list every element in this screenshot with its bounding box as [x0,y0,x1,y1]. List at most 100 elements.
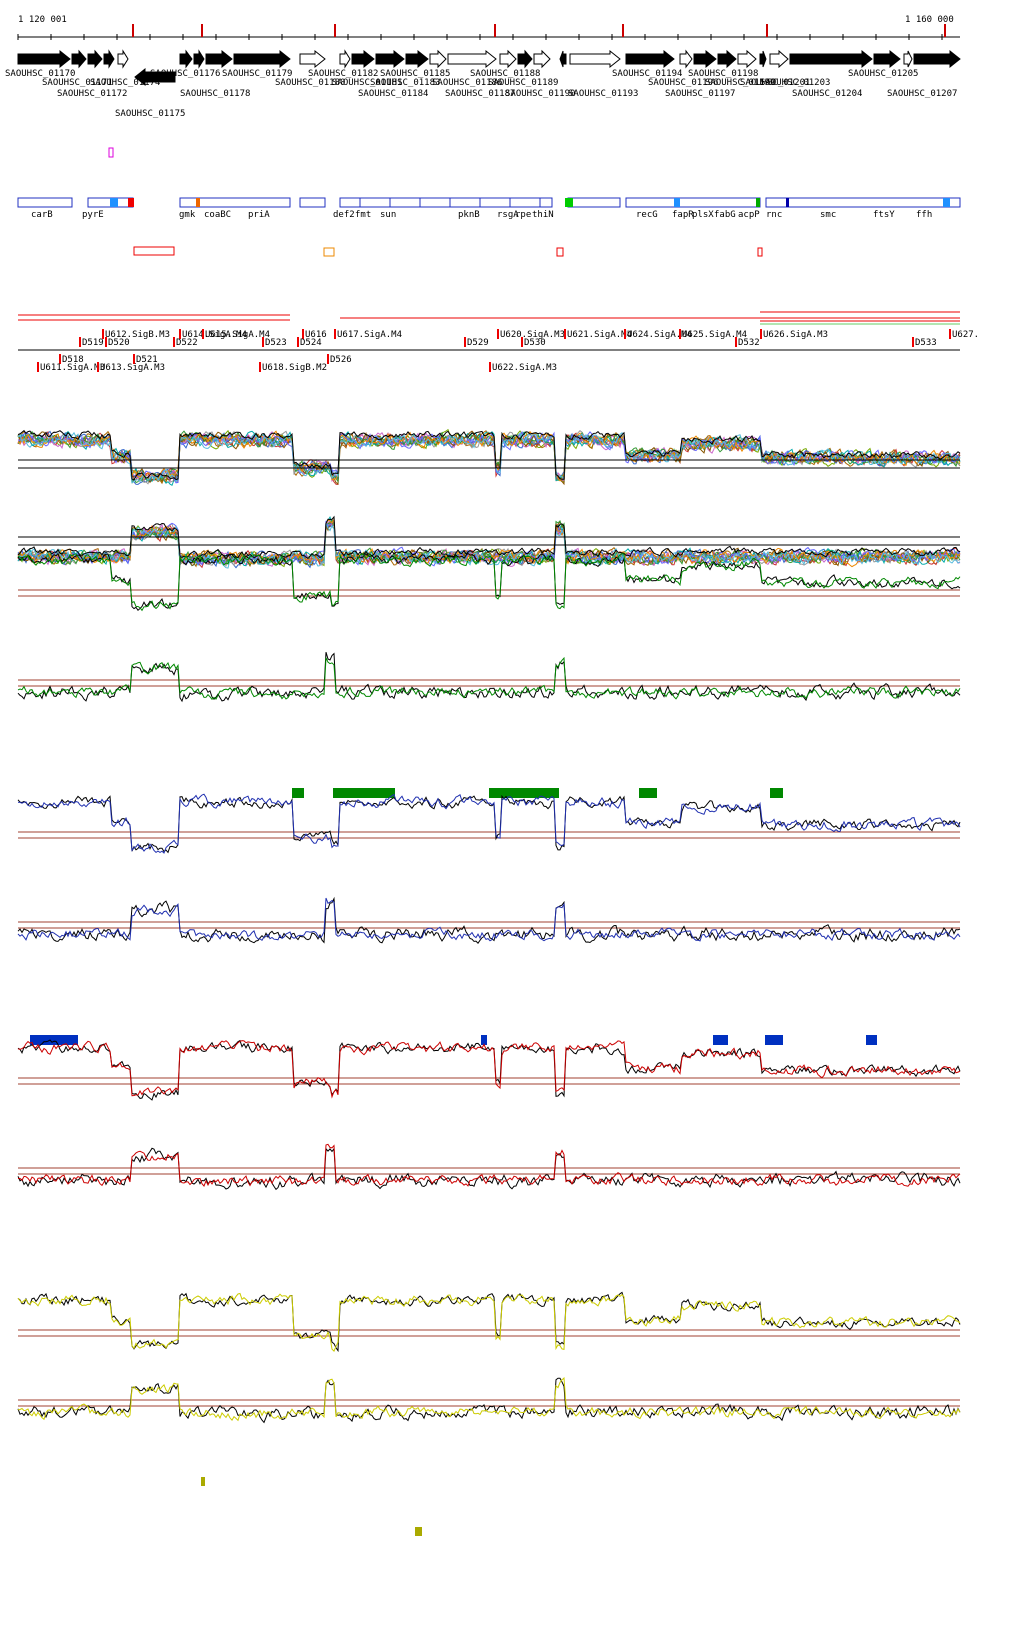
gene-box [299,197,326,208]
gene-arrow [17,49,71,69]
locus-label: SAOUHSC_01194 [612,69,682,79]
locus-label: SAOUHSC_01170 [5,69,75,79]
signal-trace [17,794,961,854]
feature-label: U625.SigA.M4 [682,330,747,340]
locus-label: SAOUHSC_01193 [568,89,638,99]
feature-label: U617.SigA.M4 [337,330,402,340]
peak-bar [770,788,783,798]
feature-tick [179,329,181,339]
signal-trace [17,656,961,701]
feature-tick [79,337,81,347]
feature-tick [202,329,204,339]
locus-label: SAOUHSC_01186 [432,78,502,88]
gene-name: fapR [672,210,694,220]
signal-trace [17,521,961,568]
peak-bar [481,1035,487,1045]
peak-bar [201,1477,205,1486]
signal-trace [17,1377,961,1424]
gene-name: pyrE [82,210,104,220]
feature-label: D530 [524,338,546,348]
gene-name: ftsY [873,210,895,220]
locus-label: SAOUHSC_01180 [275,78,345,88]
feature-tick [464,337,466,347]
gene-name: priA [248,210,270,220]
gene-arrow [351,49,375,69]
gene-mark [943,198,950,207]
gene-name: thiN [532,210,554,220]
feature-label: D524 [300,338,322,348]
feature-label: D519 [82,338,104,348]
gene-arrow [717,49,737,69]
gene-name: def2 [333,210,355,220]
locus-label: SAOUHSC_01176 [150,69,220,79]
gene-name: carB [31,210,53,220]
signal-trace [17,1147,961,1191]
locus-label: SAOUHSC_01198 [688,69,758,79]
gene-arrow [569,49,621,69]
gene-arrow [193,49,205,69]
gene-arrow [429,49,447,69]
gene-mark [756,198,760,207]
signal-trace [17,1040,961,1099]
gene-arrow [759,50,767,68]
signal-trace [17,1143,961,1187]
feature-tick [37,362,39,372]
feature-label: U626.SigA.M3 [763,330,828,340]
signal-trace [17,897,961,942]
feature-label: D526 [330,355,352,365]
gene-box [625,197,761,208]
feature-tick [497,329,499,339]
gene-box [567,197,621,208]
feature-label: U612.SigB.M3 [105,330,170,340]
peak-bar [489,788,559,798]
signal-trace [17,793,961,854]
feature-label: U624.SigA.M4 [627,330,692,340]
feature-label: D529 [467,338,489,348]
region-box [757,247,763,257]
feature-label: D518 [62,355,84,365]
feature-tick [679,329,681,339]
gene-box [339,197,553,208]
feature-tick [624,329,626,339]
gene-arrow [913,49,961,69]
gene-mark [196,198,200,207]
feature-label: U611.SigA.M3 [40,363,105,373]
gene-mark [565,198,573,207]
region-box [556,247,564,257]
gene-arrow [679,49,693,69]
signal-trace [17,517,961,568]
gene-box [179,197,291,208]
locus-label: SAOUHSC_01184 [358,89,428,99]
gene-arrow [693,49,717,69]
feature-label: U622.SigA.M3 [492,363,557,373]
gene-arrow [789,49,873,69]
gene-arrow [205,49,233,69]
gene-name: rnc [766,210,782,220]
feature-tick [297,337,299,347]
locus-label: SAOUHSC_01185 [380,69,450,79]
peak-bar [866,1035,877,1045]
locus-label: SAOUHSC_01197 [665,89,735,99]
gene-box [765,197,961,208]
gene-arrow [873,49,901,69]
gene-name: rpe [515,210,531,220]
locus-label: SAOUHSC_01171 [42,78,112,88]
feature-tick [97,362,99,372]
feature-tick [949,329,951,339]
peak-bar [333,788,395,798]
feature-tick [760,329,762,339]
signal-trace [17,1291,961,1353]
locus-label: SAOUHSC_01188 [470,69,540,79]
gene-mark [786,198,789,207]
feature-label: D523 [265,338,287,348]
gene-name: recG [636,210,658,220]
locus-label: SAOUHSC_01205 [848,69,918,79]
feature-tick [133,354,135,364]
feature-tick [102,329,104,339]
feature-tick [521,337,523,347]
feature-label: D521 [136,355,158,365]
feature-tick [334,329,336,339]
gene-arrow [117,49,129,69]
gene-arrow [405,49,429,69]
feature-label: D522 [176,338,198,348]
